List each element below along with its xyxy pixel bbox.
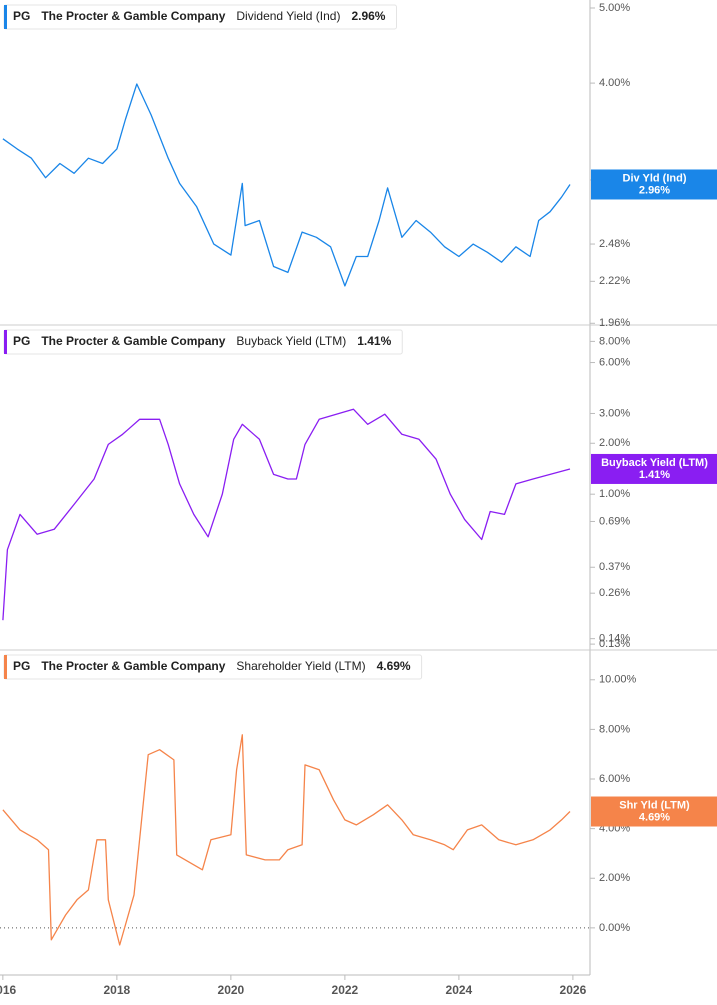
x-tick-label: 2018	[104, 983, 131, 997]
badge-value: 4.69%	[639, 811, 670, 823]
legend-value: 1.41%	[357, 334, 391, 348]
legend-value: 2.96%	[351, 9, 385, 23]
legend-swatch	[4, 5, 7, 29]
y-tick-label: 1.96%	[599, 317, 630, 329]
y-tick-label: 1.00%	[599, 488, 630, 500]
last-value-badge: Buyback Yield (LTM)1.41%	[591, 453, 717, 484]
y-tick-label: 2.22%	[599, 275, 630, 287]
legend-value: 4.69%	[377, 659, 411, 673]
y-tick-label: 0.00%	[599, 922, 630, 934]
legend-swatch	[4, 330, 7, 354]
y-tick-label: 2.00%	[599, 437, 630, 449]
y-tick-label: 0.37%	[599, 561, 630, 573]
y-tick-label: 0.14%	[599, 633, 630, 645]
y-tick-label: 0.26%	[599, 587, 630, 599]
badge-label: Buyback Yield (LTM)	[601, 457, 708, 469]
legend-company: The Procter & Gamble Company	[41, 334, 225, 348]
series-line	[2, 83, 571, 287]
y-tick-label: 5.00%	[599, 2, 630, 14]
y-tick-label: 8.00%	[599, 723, 630, 735]
badge-label: Div Yld (Ind)	[623, 172, 687, 184]
y-tick-label: 6.00%	[599, 356, 630, 368]
y-tick-label: 4.00%	[599, 77, 630, 89]
legend-series-name: Shareholder Yield (LTM)	[236, 659, 365, 673]
y-tick-label: 2.48%	[599, 238, 630, 250]
last-value-badge: Div Yld (Ind)2.96%	[591, 169, 717, 200]
legend: PG The Procter & Gamble Company Buyback Yi…	[3, 329, 403, 355]
legend-series-name: Dividend Yield (Ind)	[236, 9, 340, 23]
y-tick-label: 8.00%	[599, 335, 630, 347]
badge-box	[591, 796, 717, 827]
legend: PG The Procter & Gamble Company Shareholde…	[3, 654, 423, 680]
legend-swatch	[4, 655, 7, 679]
y-tick-label: 0.13%	[599, 638, 630, 650]
badge-box	[591, 169, 717, 200]
x-tick-label: 2026	[560, 983, 587, 997]
legend-ticker: PG	[13, 334, 30, 348]
legend: PG The Procter & Gamble Company Dividend Y…	[3, 4, 397, 30]
legend-company: The Procter & Gamble Company	[41, 9, 225, 23]
y-tick-label: 10.00%	[599, 674, 637, 686]
badge-label: Shr Yld (LTM)	[619, 799, 690, 811]
y-tick-label: 6.00%	[599, 773, 630, 785]
y-tick-label: 3.00%	[599, 407, 630, 419]
badge-value: 1.41%	[639, 469, 670, 481]
legend-ticker: PG	[13, 659, 30, 673]
x-tick-label: 2024	[446, 983, 473, 997]
badge-value: 2.96%	[639, 184, 670, 196]
last-value-badge: Shr Yld (LTM)4.69%	[591, 796, 717, 827]
legend-company: The Procter & Gamble Company	[41, 659, 225, 673]
y-tick-label: 2.00%	[599, 872, 630, 884]
x-tick-label: 2016	[0, 983, 17, 997]
series-line	[2, 734, 571, 946]
x-tick-label: 2022	[332, 983, 359, 997]
badge-box	[591, 453, 717, 484]
x-tick-label: 2020	[218, 983, 245, 997]
y-tick-label: 0.69%	[599, 515, 630, 527]
series-line	[2, 408, 571, 621]
legend-series-name: Buyback Yield (LTM)	[236, 334, 346, 348]
legend-ticker: PG	[13, 9, 30, 23]
